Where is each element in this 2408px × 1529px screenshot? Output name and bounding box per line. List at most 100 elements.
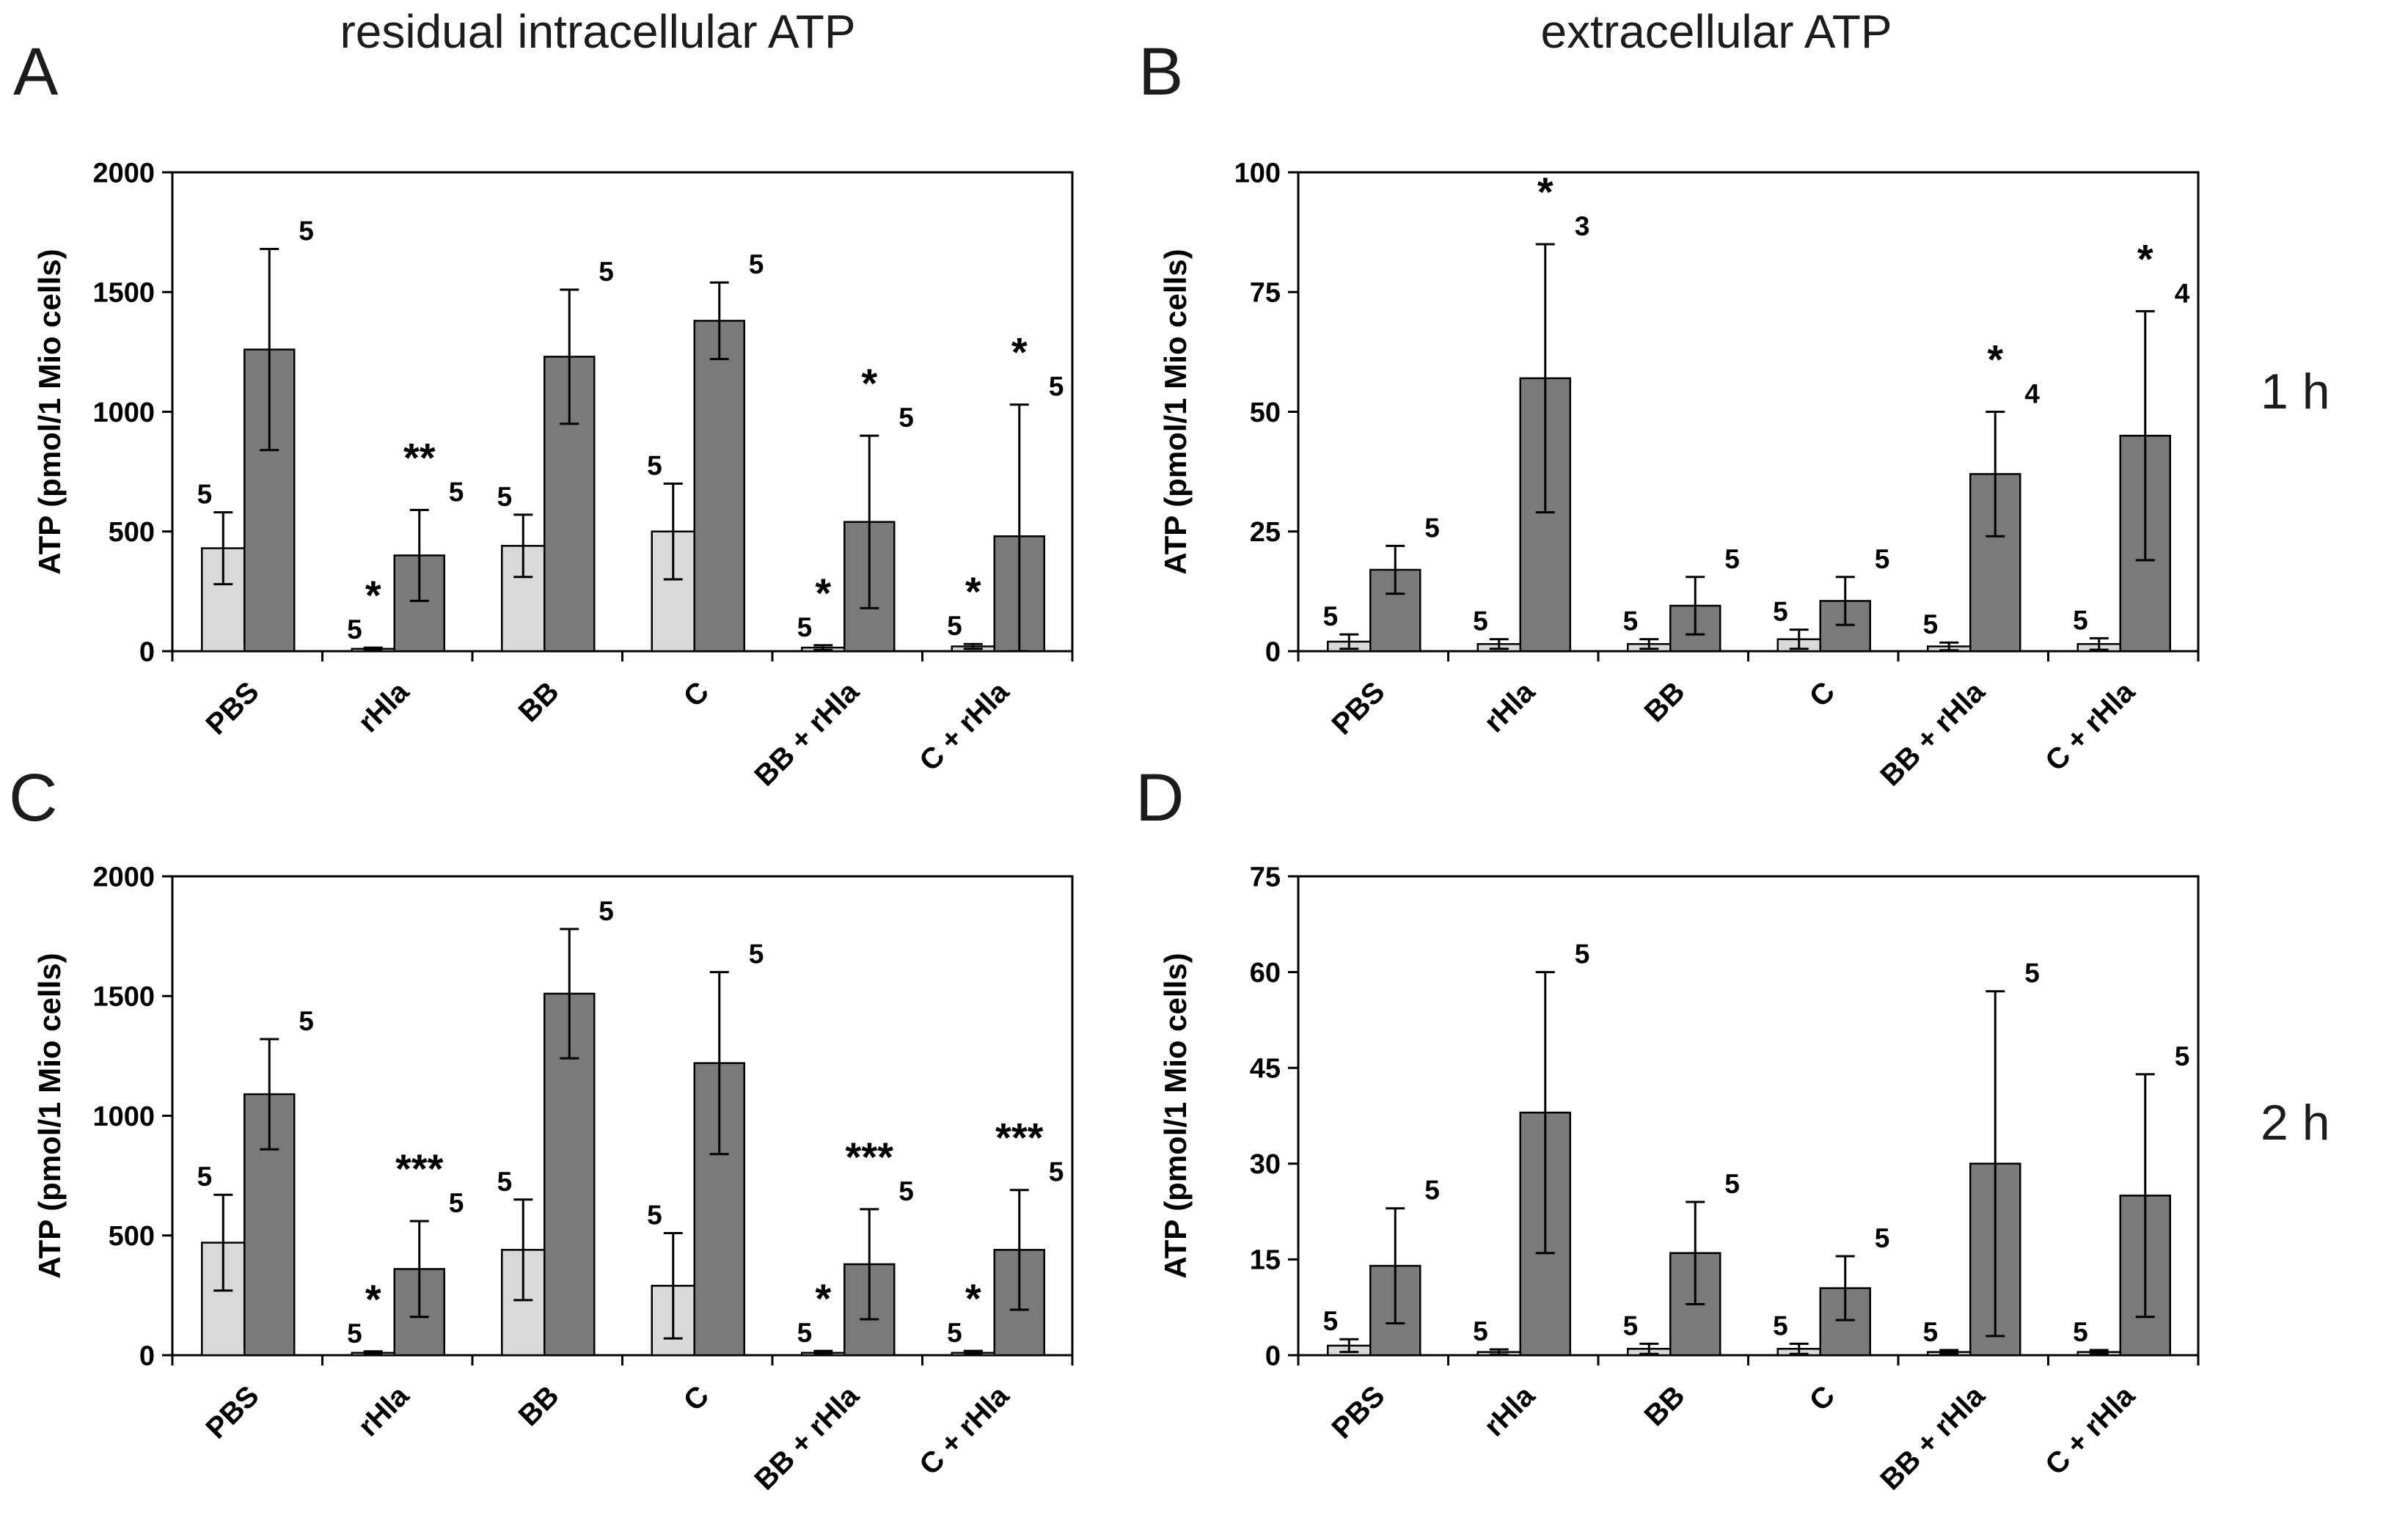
- y-tick-label: 45: [1250, 1054, 1281, 1085]
- significance-label: *: [365, 1276, 381, 1322]
- n-label: 5: [947, 1318, 962, 1348]
- n-label: 5: [1424, 1176, 1440, 1206]
- y-tick-label: 1000: [92, 397, 155, 428]
- plot-frame: [171, 875, 1074, 1357]
- significance-label: ***: [395, 1145, 444, 1192]
- n-label: 5: [1724, 544, 1740, 574]
- y-axis-title: ATP (pmol/1 Mio cells): [32, 249, 67, 574]
- n-label: 5: [797, 1318, 813, 1348]
- significance-label: *: [815, 570, 831, 616]
- x-category-label: BB + rHla: [748, 675, 866, 793]
- x-category-label: rHla: [1478, 1379, 1542, 1443]
- significance-label: *: [2137, 235, 2153, 282]
- y-tick-label: 500: [109, 1221, 155, 1252]
- n-label: 5: [1623, 606, 1639, 637]
- n-label: 5: [1623, 1310, 1639, 1341]
- column-title-intracellular: residual intracellular ATP: [340, 5, 856, 58]
- n-label: 5: [299, 216, 314, 246]
- n-label: 5: [347, 1319, 362, 1349]
- x-category-label: C + rHla: [2039, 675, 2141, 777]
- n-label: 3: [1575, 211, 1590, 241]
- significance-label: *: [1011, 329, 1028, 375]
- row-label-2h: 2 h: [2261, 1095, 2330, 1151]
- plot-frame: [1297, 171, 2200, 653]
- n-label: 5: [2073, 1317, 2088, 1347]
- y-tick-label: 60: [1250, 958, 1281, 989]
- n-label: 5: [749, 939, 764, 969]
- x-category-label: PBS: [200, 1379, 265, 1445]
- n-label: 5: [1323, 601, 1339, 631]
- significance-label: ***: [846, 1134, 894, 1180]
- x-category-label: C: [678, 1379, 716, 1418]
- chart-panel-d: 0 15 30 45 60 75 ATP (pmol/1 Mio cells) PBS 5 5 rH…: [1158, 862, 2200, 1497]
- significance-label: *: [861, 360, 877, 406]
- x-category-label: PBS: [1325, 675, 1391, 741]
- y-tick-label: 1500: [92, 278, 155, 309]
- y-axis-title: ATP (pmol/1 Mio cells): [32, 953, 67, 1278]
- chart-panel-c: 0 500 1000 1500 2000 ATP (pmol/1 Mio cells) PB…: [32, 862, 1074, 1496]
- row-label-1h: 1 h: [2261, 364, 2330, 419]
- x-category-label: C: [678, 675, 716, 714]
- y-tick-label: 50: [1250, 397, 1281, 428]
- n-label: 5: [647, 1200, 662, 1230]
- n-label: 5: [1049, 372, 1064, 402]
- n-label: 5: [647, 450, 662, 480]
- significance-label: ***: [995, 1115, 1044, 1161]
- n-label: 5: [1049, 1157, 1064, 1187]
- n-label: 5: [449, 1188, 464, 1218]
- x-category-label: BB: [1639, 675, 1691, 728]
- panel-letter-b: B: [1138, 34, 1184, 109]
- n-label: 5: [347, 615, 362, 645]
- y-tick-label: 0: [1265, 1341, 1281, 1371]
- significance-label: **: [403, 434, 436, 480]
- n-label: 5: [1923, 609, 1939, 639]
- n-label: 5: [2175, 1041, 2190, 1071]
- y-tick-label: 2000: [92, 158, 155, 188]
- n-label: 4: [2024, 379, 2040, 409]
- y-tick-label: 500: [109, 517, 155, 548]
- y-tick-label: 1500: [92, 982, 155, 1013]
- x-category-label: C: [1804, 675, 1842, 714]
- y-tick-label: 1000: [92, 1101, 155, 1132]
- y-tick-label: 15: [1250, 1245, 1281, 1276]
- x-category-label: C: [1804, 1379, 1842, 1418]
- column-title-extracellular: extracellular ATP: [1540, 5, 1892, 58]
- n-label: 5: [197, 1162, 213, 1192]
- n-label: 5: [2073, 605, 2088, 635]
- n-label: 5: [1875, 1223, 1890, 1253]
- chart-panel-a: 0 500 1000 1500 2000 ATP (pmol/1 Mio cells) PB…: [32, 158, 1074, 793]
- n-label: 5: [1473, 1316, 1488, 1346]
- bar-dark-rHla: [1519, 377, 1571, 653]
- n-label: 5: [1473, 606, 1488, 637]
- x-category-label: BB + rHla: [1874, 675, 1991, 793]
- n-label: 5: [497, 482, 513, 512]
- x-category-label: BB: [1639, 1379, 1691, 1432]
- n-label: 5: [1875, 544, 1890, 574]
- x-category-label: rHla: [352, 1379, 416, 1443]
- x-category-label: C + rHla: [913, 675, 1015, 777]
- bar-dark-BB + rHla: [1969, 473, 2021, 653]
- n-label: 5: [797, 612, 813, 642]
- x-category-label: BB + rHla: [1874, 1379, 1991, 1497]
- y-tick-label: 75: [1250, 862, 1281, 892]
- n-label: 5: [947, 611, 962, 641]
- panel-letter-d: D: [1135, 760, 1185, 835]
- n-label: 5: [899, 1176, 914, 1206]
- significance-label: *: [365, 572, 381, 618]
- n-label: 5: [497, 1167, 513, 1197]
- x-category-label: rHla: [1478, 675, 1542, 739]
- x-category-label: PBS: [1325, 1379, 1391, 1445]
- x-category-label: PBS: [200, 675, 265, 741]
- significance-label: *: [815, 1275, 831, 1321]
- n-label: 5: [299, 1006, 314, 1036]
- n-label: 5: [197, 480, 213, 510]
- x-category-label: BB: [513, 1379, 566, 1432]
- n-label: 5: [2024, 958, 2040, 989]
- n-label: 5: [599, 257, 614, 287]
- bar-dark-C: [693, 320, 745, 653]
- n-label: 5: [599, 896, 614, 926]
- y-tick-label: 100: [1234, 158, 1281, 188]
- n-label: 5: [1773, 597, 1788, 627]
- panel-letter-a: A: [13, 34, 59, 109]
